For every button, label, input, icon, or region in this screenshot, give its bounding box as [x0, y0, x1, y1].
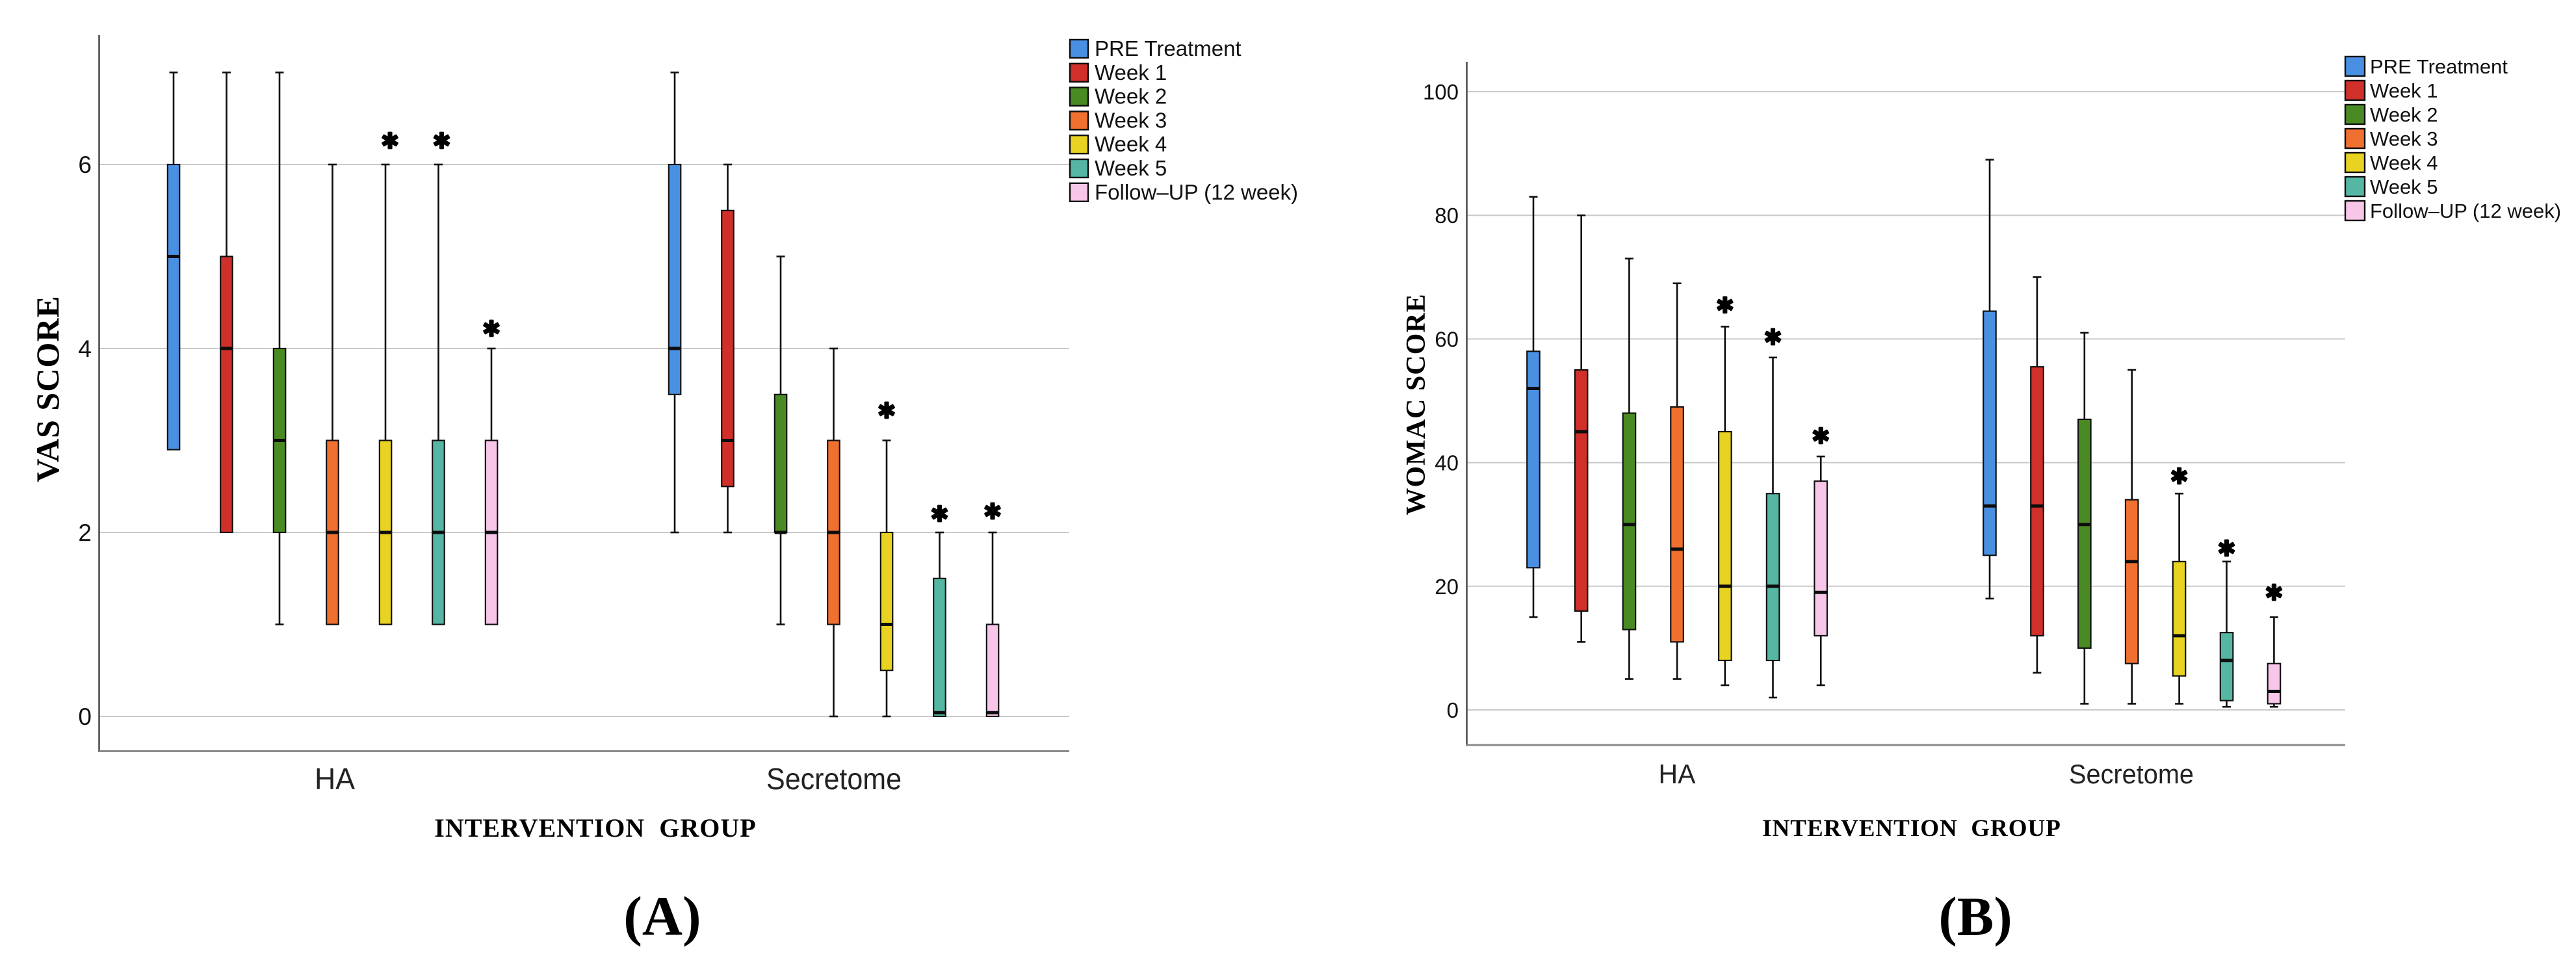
svg-text:2: 2: [78, 519, 92, 546]
svg-text:Week 2: Week 2: [1095, 85, 1167, 109]
svg-text:INTERVENTION GROUP: INTERVENTION GROUP: [434, 813, 756, 843]
svg-text:INTERVENTION GROUP: INTERVENTION GROUP: [1762, 815, 2061, 842]
svg-text:6: 6: [78, 151, 92, 178]
svg-text:Week 3: Week 3: [1095, 108, 1167, 132]
svg-text:Week 5: Week 5: [1095, 156, 1167, 180]
svg-text:Week 3: Week 3: [2370, 127, 2438, 150]
svg-text:VAS SCORE: VAS SCORE: [29, 295, 66, 482]
svg-text:Week 2: Week 2: [2370, 103, 2438, 126]
svg-text:Secretome: Secretome: [766, 762, 902, 796]
svg-text:Secretome: Secretome: [2069, 759, 2194, 789]
svg-text:Follow–UP (12 week): Follow–UP (12 week): [2370, 200, 2561, 222]
svg-text:HA: HA: [315, 762, 355, 796]
svg-text:Week 1: Week 1: [2370, 79, 2438, 102]
svg-text:PRE Treatment: PRE Treatment: [2370, 55, 2508, 78]
svg-text:PRE Treatment: PRE Treatment: [1095, 36, 1242, 60]
svg-text:(B): (B): [1938, 886, 2012, 947]
svg-text:0: 0: [1447, 698, 1459, 722]
svg-text:Week 1: Week 1: [1095, 60, 1167, 85]
svg-text:40: 40: [1435, 451, 1459, 475]
svg-text:(A): (A): [623, 885, 701, 947]
svg-text:20: 20: [1435, 575, 1459, 599]
svg-text:4: 4: [78, 335, 92, 362]
svg-text:80: 80: [1435, 203, 1459, 228]
svg-text:0: 0: [78, 703, 92, 730]
svg-text:Week 4: Week 4: [2370, 151, 2438, 174]
svg-text:Week 5: Week 5: [2370, 176, 2438, 198]
svg-text:HA: HA: [1659, 759, 1696, 789]
svg-text:Week 4: Week 4: [1095, 132, 1167, 156]
svg-text:Follow–UP (12 week): Follow–UP (12 week): [1095, 180, 1298, 204]
svg-text:60: 60: [1435, 327, 1459, 351]
svg-text:100: 100: [1423, 80, 1459, 104]
svg-text:WOMAC SCORE: WOMAC SCORE: [1401, 293, 1431, 515]
